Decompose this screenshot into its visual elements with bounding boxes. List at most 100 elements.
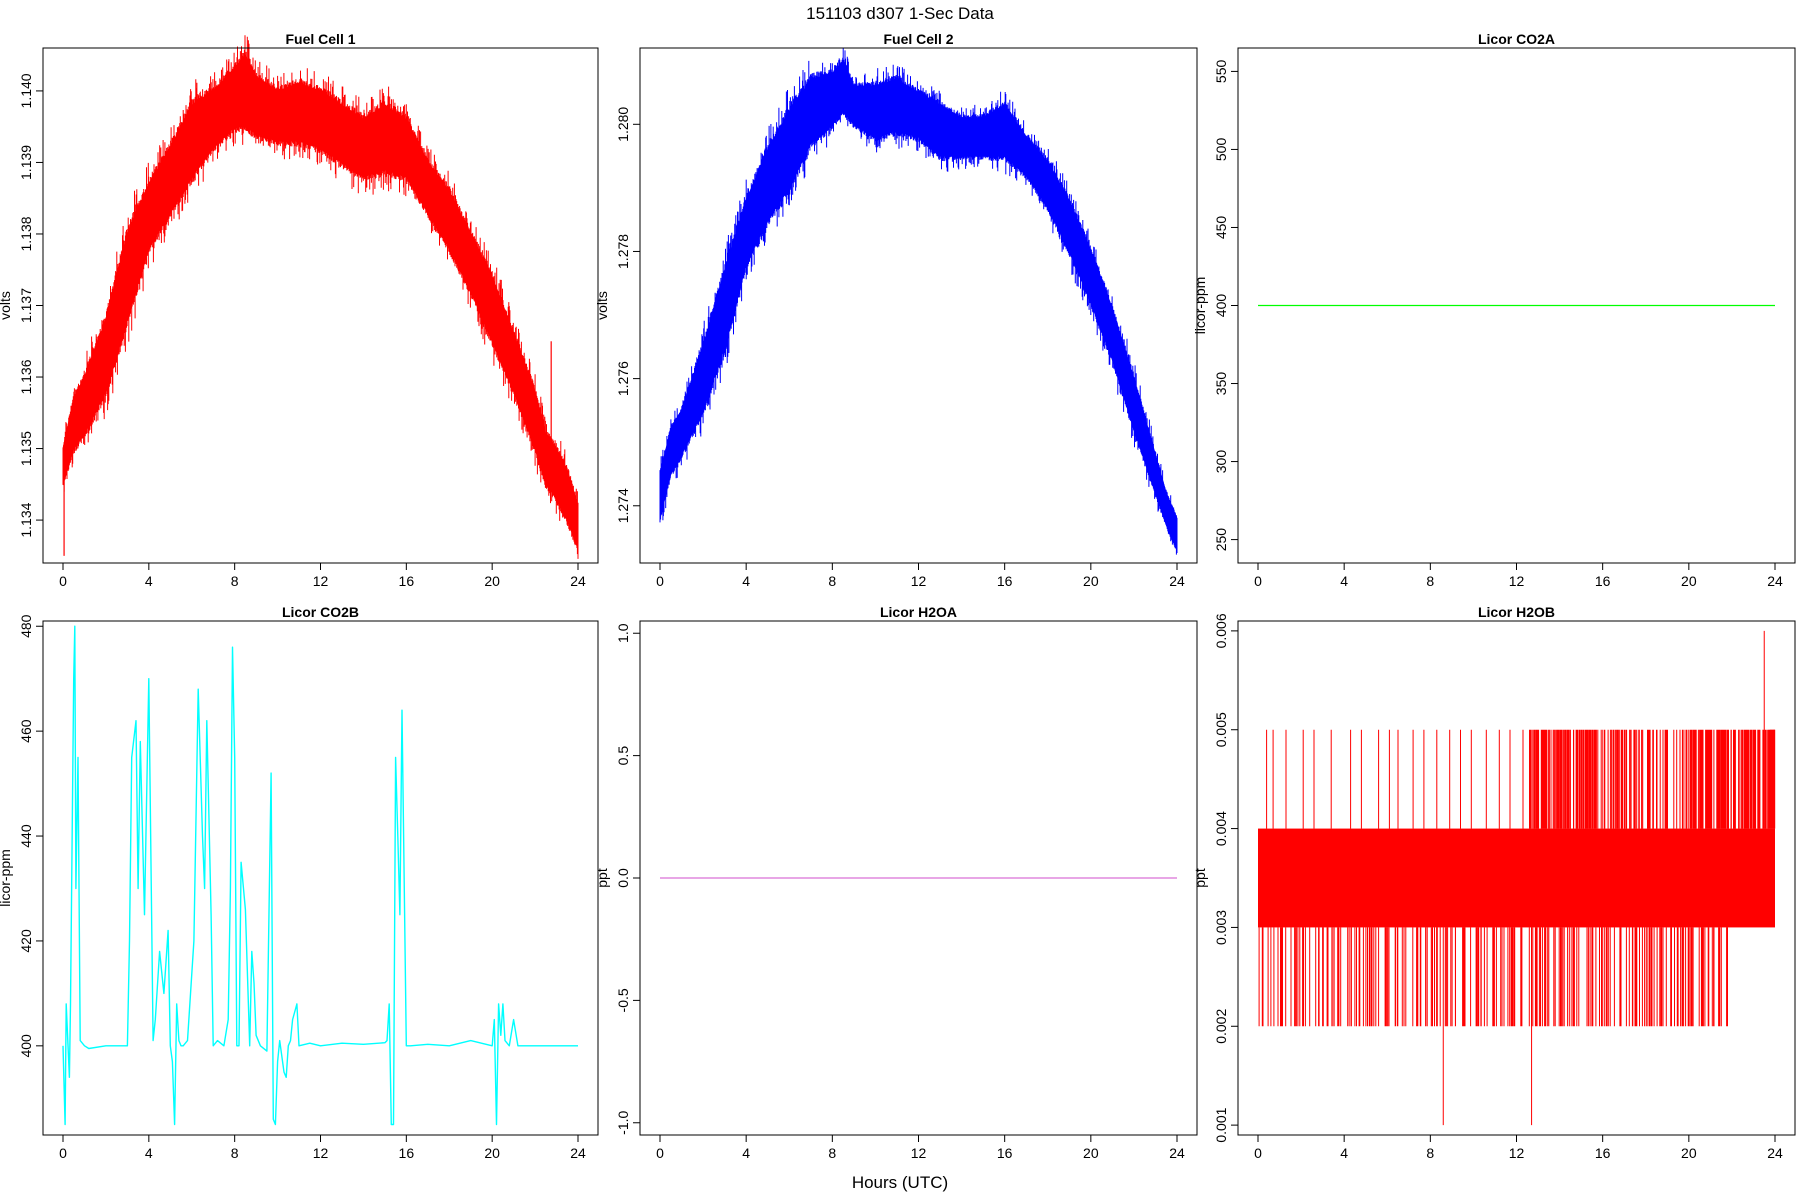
x-tick-label: 16 xyxy=(1595,1145,1611,1161)
y-tick-label: 550 xyxy=(1213,60,1229,84)
x-tick-label: 0 xyxy=(656,1145,664,1161)
panel-title: Licor H2OB xyxy=(1478,604,1555,620)
x-tick-label: 8 xyxy=(1426,573,1434,589)
y-tick-label: 0.0 xyxy=(615,868,631,888)
y-tick-label: 1.135 xyxy=(18,431,34,466)
y-tick-label: -0.5 xyxy=(615,988,631,1012)
x-tick-label: 20 xyxy=(1681,1145,1697,1161)
x-tick-label: 12 xyxy=(313,1145,329,1161)
x-tick-label: 16 xyxy=(399,573,415,589)
y-tick-label: 500 xyxy=(1213,138,1229,162)
x-tick-label: 4 xyxy=(145,573,153,589)
series-spikes xyxy=(1258,729,1776,1027)
x-tick-label: 4 xyxy=(145,1145,153,1161)
x-tick-label: 24 xyxy=(570,1145,586,1161)
plot-series xyxy=(659,48,1178,555)
chart-panel-4: Licor CO2B licor-ppm 0 4 8 12 16 20 24 400 420 440 4… xyxy=(0,604,599,1161)
y-tick-label: 450 xyxy=(1213,216,1229,240)
y-tick-label: 300 xyxy=(1213,450,1229,474)
x-tick-label: 8 xyxy=(231,1145,239,1161)
x-tick-label: 0 xyxy=(1254,1145,1262,1161)
x-tick-label: 8 xyxy=(231,573,239,589)
y-tick-label: 420 xyxy=(18,929,34,953)
x-tick-label: 20 xyxy=(1083,1145,1099,1161)
x-tick-label: 4 xyxy=(742,1145,750,1161)
x-tick-label: 0 xyxy=(1254,573,1262,589)
x-tick-label: 20 xyxy=(484,1145,500,1161)
plot-frame xyxy=(42,620,599,1136)
x-tick-label: 20 xyxy=(484,573,500,589)
series-band xyxy=(1258,828,1775,928)
y-tick-label: 1.138 xyxy=(18,216,34,251)
panel-title: Fuel Cell 1 xyxy=(285,31,355,47)
panel-title: Licor CO2A xyxy=(1478,31,1555,47)
x-tick-label: 16 xyxy=(399,1145,415,1161)
figure-title: 151103 d307 1-Sec Data xyxy=(806,4,994,23)
y-axis-label: volts xyxy=(594,291,610,320)
y-tick-label: 0.006 xyxy=(1213,613,1229,648)
x-tick-label: 24 xyxy=(1767,573,1783,589)
plot-series xyxy=(62,625,578,1126)
x-tick-label: 20 xyxy=(1083,573,1099,589)
y-axis-label: licor-ppm xyxy=(0,849,13,907)
x-tick-label: 16 xyxy=(997,1145,1013,1161)
series-line xyxy=(62,625,578,1126)
y-tick-label: 250 xyxy=(1213,528,1229,552)
plot-series xyxy=(1258,630,1776,1126)
y-tick-label: 0.003 xyxy=(1213,910,1229,945)
plot-series xyxy=(62,35,579,559)
x-tick-label: 4 xyxy=(742,573,750,589)
y-tick-label: -1.0 xyxy=(615,1110,631,1134)
panel-title: Fuel Cell 2 xyxy=(883,31,953,47)
x-tick-label: 12 xyxy=(313,573,329,589)
y-tick-label: 1.276 xyxy=(615,361,631,396)
y-tick-label: 0.002 xyxy=(1213,1009,1229,1044)
y-tick-label: 460 xyxy=(18,719,34,743)
series-noise xyxy=(659,48,1178,555)
y-tick-label: 1.134 xyxy=(18,502,34,537)
x-tick-label: 12 xyxy=(1509,573,1525,589)
y-tick-label: 480 xyxy=(18,614,34,638)
figure-x-axis-label: Hours (UTC) xyxy=(852,1173,948,1192)
x-tick-label: 12 xyxy=(911,573,927,589)
chart-panel-1: Fuel Cell 1 volts 0 4 8 12 16 20 24 1.134 1.135 1.1… xyxy=(0,31,599,589)
series-noise xyxy=(62,35,579,559)
y-axis-label: volts xyxy=(0,291,13,320)
y-tick-label: 1.278 xyxy=(615,234,631,269)
chart-panel-3: Licor CO2A licor-ppm 0 4 8 12 16 20 24 250 300 350 4… xyxy=(1192,31,1796,589)
x-tick-label: 24 xyxy=(1767,1145,1783,1161)
y-axis-label: ppt xyxy=(594,868,610,888)
x-tick-label: 16 xyxy=(997,573,1013,589)
y-tick-label: 1.274 xyxy=(615,488,631,523)
chart-panel-6: Licor H2OB ppt 0 4 8 12 16 20 24 0.001 0.002 0.003 0… xyxy=(1192,604,1796,1161)
x-tick-label: 0 xyxy=(59,573,67,589)
y-tick-label: 1.140 xyxy=(18,73,34,108)
x-tick-label: 24 xyxy=(570,573,586,589)
x-tick-label: 4 xyxy=(1340,573,1348,589)
y-axis-label: licor-ppm xyxy=(1192,277,1208,335)
x-tick-label: 8 xyxy=(828,1145,836,1161)
x-tick-label: 24 xyxy=(1169,1145,1185,1161)
x-tick-label: 0 xyxy=(656,573,664,589)
y-tick-label: 0.004 xyxy=(1213,811,1229,846)
y-tick-label: 400 xyxy=(18,1034,34,1058)
panel-title: Licor CO2B xyxy=(282,604,359,620)
y-tick-label: 0.005 xyxy=(1213,712,1229,747)
panel-title: Licor H2OA xyxy=(880,604,957,620)
y-tick-label: 1.280 xyxy=(615,107,631,142)
x-tick-label: 12 xyxy=(1509,1145,1525,1161)
y-tick-label: 350 xyxy=(1213,372,1229,396)
y-tick-label: 0.5 xyxy=(615,746,631,766)
x-tick-label: 8 xyxy=(828,573,836,589)
chart-panel-5: Licor H2OA ppt 0 4 8 12 16 20 24 -1.0 -0.5 0.0 0.5 1.… xyxy=(594,604,1198,1161)
y-tick-label: 1.0 xyxy=(615,623,631,643)
x-tick-label: 4 xyxy=(1340,1145,1348,1161)
x-tick-label: 20 xyxy=(1681,573,1697,589)
y-tick-label: 1.137 xyxy=(18,288,34,323)
y-tick-label: 1.139 xyxy=(18,145,34,180)
y-tick-label: 400 xyxy=(1213,294,1229,318)
chart-panel-2: Fuel Cell 2 volts 0 4 8 12 16 20 24 1.274 1.276 1.2… xyxy=(594,31,1198,589)
chart-panels: Fuel Cell 1 volts 0 4 8 12 16 20 24 1.134 1.135 1.1… xyxy=(0,31,1796,1161)
